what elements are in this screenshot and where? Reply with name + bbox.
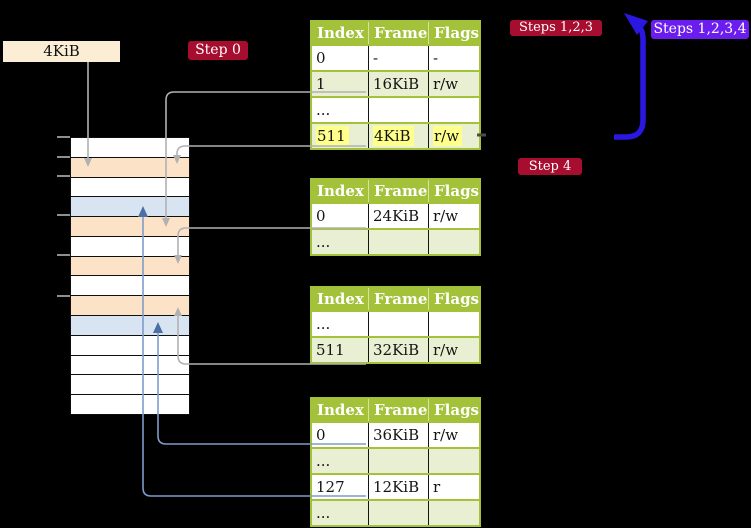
column-header: Index — [312, 399, 368, 421]
column-header: Frame — [368, 22, 428, 44]
cell-index: 127 — [312, 475, 368, 499]
cell-flags — [428, 230, 479, 254]
page-table-3: Index Frame Flags ... 511 32KiB r/w — [310, 286, 481, 364]
column-header: Flags — [428, 399, 479, 421]
column-header: Index — [312, 22, 368, 44]
column-header: Flags — [428, 180, 479, 202]
memory-row — [71, 296, 189, 317]
cell-flags — [428, 312, 479, 336]
cell-frame — [368, 312, 428, 336]
memory-row — [71, 316, 189, 336]
cell-index: ... — [312, 449, 368, 473]
memory-row — [71, 375, 189, 396]
memory-row — [71, 217, 189, 237]
memory-row — [71, 335, 189, 356]
memory-row — [71, 236, 189, 257]
cell-frame: 36KiB — [368, 423, 428, 447]
column-header: Flags — [428, 22, 479, 44]
cell-flags: r/w — [428, 204, 479, 228]
cell-flags: r/w — [428, 72, 479, 96]
memory-row — [71, 395, 189, 414]
memory-row — [71, 157, 189, 178]
cell-frame: 12KiB — [368, 475, 428, 499]
memory-tick-marks — [57, 136, 70, 297]
cell-flags: r — [428, 475, 479, 499]
cell-frame — [368, 501, 428, 525]
cell-frame — [368, 449, 428, 473]
cell-flags — [428, 501, 479, 525]
column-header: Frame — [368, 399, 428, 421]
badge-step-4: Step 4 — [518, 158, 582, 175]
cell-index: ... — [312, 230, 368, 254]
page-table-1: Index Frame Flags 0 - - 1 16KiB r/w ... … — [310, 20, 481, 150]
column-header: Frame — [368, 180, 428, 202]
memory-row — [71, 138, 189, 158]
cell-frame: 24KiB — [368, 204, 428, 228]
memory-row — [71, 256, 189, 277]
cell-frame — [368, 98, 428, 122]
cell-frame — [368, 230, 428, 254]
column-header: Index — [312, 288, 368, 310]
memory-column — [70, 137, 190, 415]
cell-flags — [428, 98, 479, 122]
cell-flags: r/w — [428, 338, 479, 362]
badge-steps-1-2-3-4: Steps 1,2,3,4 — [651, 20, 749, 39]
cell-index: 0 — [312, 46, 368, 70]
page-table-4: Index Frame Flags 0 36KiB r/w ... 127 12… — [310, 397, 481, 527]
column-header: Index — [312, 180, 368, 202]
cell-flags — [428, 449, 479, 473]
cell-index: 0 — [312, 423, 368, 447]
frame-size-label: 4KiB — [3, 41, 120, 62]
cell-index-highlighted: 511 — [312, 124, 368, 148]
memory-row — [71, 197, 189, 218]
cell-flags-highlighted: r/w — [428, 124, 479, 148]
cell-index: 511 — [312, 338, 368, 362]
cell-index: 0 — [312, 204, 368, 228]
page-table-2: Index Frame Flags 0 24KiB r/w ... — [310, 178, 481, 256]
cell-index: ... — [312, 98, 368, 122]
cell-index: ... — [312, 501, 368, 525]
cell-frame-highlighted: 4KiB — [368, 124, 428, 148]
cell-index: 1 — [312, 72, 368, 96]
cell-frame: - — [368, 46, 428, 70]
cell-flags: r/w — [428, 423, 479, 447]
cell-index: ... — [312, 312, 368, 336]
memory-row — [71, 177, 189, 198]
column-header: Frame — [368, 288, 428, 310]
column-header: Flags — [428, 288, 479, 310]
memory-row — [71, 355, 189, 376]
badge-steps-1-2-3: Steps 1,2,3 — [510, 20, 602, 36]
memory-row — [71, 276, 189, 297]
cell-frame: 16KiB — [368, 72, 428, 96]
cell-flags: - — [428, 46, 479, 70]
cell-frame: 32KiB — [368, 338, 428, 362]
badge-step-0: Step 0 — [188, 41, 248, 60]
